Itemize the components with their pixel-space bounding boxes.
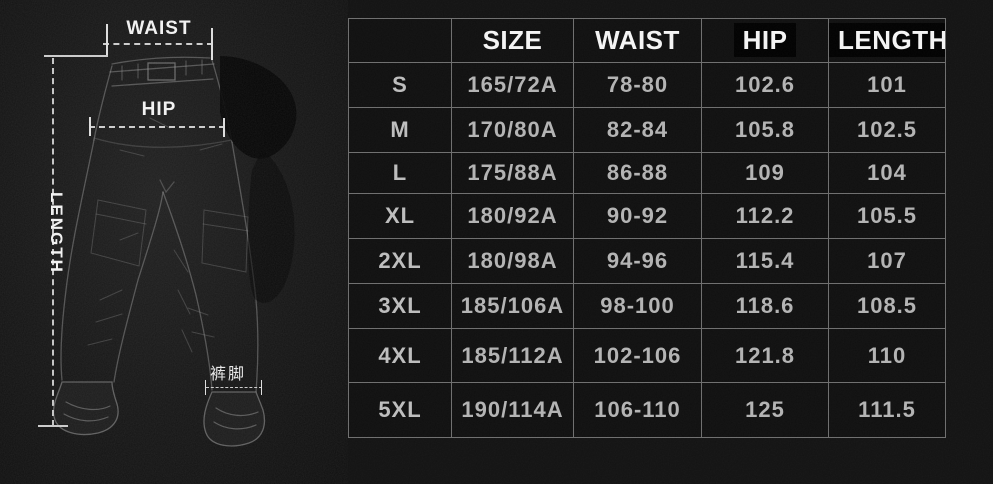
cell-size: 170/80A xyxy=(451,107,574,153)
table-row: 4XL 185/112A 102-106 121.8 110 xyxy=(348,328,946,383)
cell-hip: 102.6 xyxy=(701,62,829,108)
table-row: S 165/72A 78-80 102.6 101 xyxy=(348,62,946,108)
header-waist: WAIST xyxy=(573,18,702,63)
size-table: SIZE WAIST HIP LENGTH S 165/72A 78-80 10… xyxy=(348,18,946,438)
cell-waist: 94-96 xyxy=(573,238,702,284)
hip-measure-line xyxy=(89,126,225,128)
cell-hip: 105.8 xyxy=(701,107,829,153)
cell-hip: 115.4 xyxy=(701,238,829,284)
cuff-measure-label: 裤脚 xyxy=(210,366,247,383)
table-row: 5XL 190/114A 106-110 125 111.5 xyxy=(348,382,946,438)
cell-waist: 98-100 xyxy=(573,283,702,329)
table-row: XL 180/92A 90-92 112.2 105.5 xyxy=(348,193,946,239)
cell-hip: 112.2 xyxy=(701,193,829,239)
cell-waist: 106-110 xyxy=(573,382,702,438)
cell-waist: 102-106 xyxy=(573,328,702,383)
cell-length: 105.5 xyxy=(828,193,946,239)
cell-size: 185/106A xyxy=(451,283,574,329)
cell-size: 180/92A xyxy=(451,193,574,239)
measure-tick xyxy=(211,28,213,60)
cell-hip: 121.8 xyxy=(701,328,829,383)
waist-measure-line xyxy=(103,43,213,45)
pants-photo-panel: WAIST HIP LENGTH 裤脚 xyxy=(0,0,348,484)
cell-length: 107 xyxy=(828,238,946,284)
cell-waist: 82-84 xyxy=(573,107,702,153)
cell-size: 185/112A xyxy=(451,328,574,383)
cell-length: 111.5 xyxy=(828,382,946,438)
header-length-label: LENGTH xyxy=(829,23,945,57)
header-empty xyxy=(348,18,452,63)
measure-tick xyxy=(261,380,262,395)
cell-hip: 118.6 xyxy=(701,283,829,329)
header-length: LENGTH xyxy=(828,18,946,63)
cell-hip: 109 xyxy=(701,152,829,194)
cell-size-label: M xyxy=(348,107,452,153)
header-hip-label: HIP xyxy=(733,23,797,57)
measure-tick xyxy=(223,118,225,137)
table-header-row: SIZE WAIST HIP LENGTH xyxy=(348,18,946,63)
hip-measure-label: HIP xyxy=(141,99,177,120)
cell-size: 180/98A xyxy=(451,238,574,284)
cell-length: 102.5 xyxy=(828,107,946,153)
table-row: L 175/88A 86-88 109 104 xyxy=(348,152,946,194)
header-hip: HIP xyxy=(701,18,829,63)
cell-waist: 78-80 xyxy=(573,62,702,108)
cell-length: 104 xyxy=(828,152,946,194)
measure-tick xyxy=(205,380,206,395)
table-row: M 170/80A 82-84 105.8 102.5 xyxy=(348,107,946,153)
table-row: 2XL 180/98A 94-96 115.4 107 xyxy=(348,238,946,284)
cell-size-label: L xyxy=(348,152,452,194)
cell-size-label: S xyxy=(348,62,452,108)
length-bracket-bottom xyxy=(38,425,68,427)
length-measure-label: LENGTH xyxy=(47,192,66,274)
cell-length: 108.5 xyxy=(828,283,946,329)
waist-measure-label: WAIST xyxy=(126,18,192,39)
measure-tick xyxy=(106,24,108,56)
length-bracket-top xyxy=(44,55,108,57)
measure-tick xyxy=(89,117,91,136)
cell-length: 110 xyxy=(828,328,946,383)
cell-waist: 86-88 xyxy=(573,152,702,194)
cell-size-label: 2XL xyxy=(348,238,452,284)
cell-waist: 90-92 xyxy=(573,193,702,239)
cell-size: 165/72A xyxy=(451,62,574,108)
cell-size-label: 4XL xyxy=(348,328,452,383)
cell-size: 175/88A xyxy=(451,152,574,194)
header-size: SIZE xyxy=(451,18,574,63)
cell-length: 101 xyxy=(828,62,946,108)
cuff-measure-line xyxy=(206,387,262,388)
table-row: 3XL 185/106A 98-100 118.6 108.5 xyxy=(348,283,946,329)
cell-size-label: 5XL xyxy=(348,382,452,438)
cell-size-label: XL xyxy=(348,193,452,239)
cell-size: 190/114A xyxy=(451,382,574,438)
cell-hip: 125 xyxy=(701,382,829,438)
cell-size-label: 3XL xyxy=(348,283,452,329)
